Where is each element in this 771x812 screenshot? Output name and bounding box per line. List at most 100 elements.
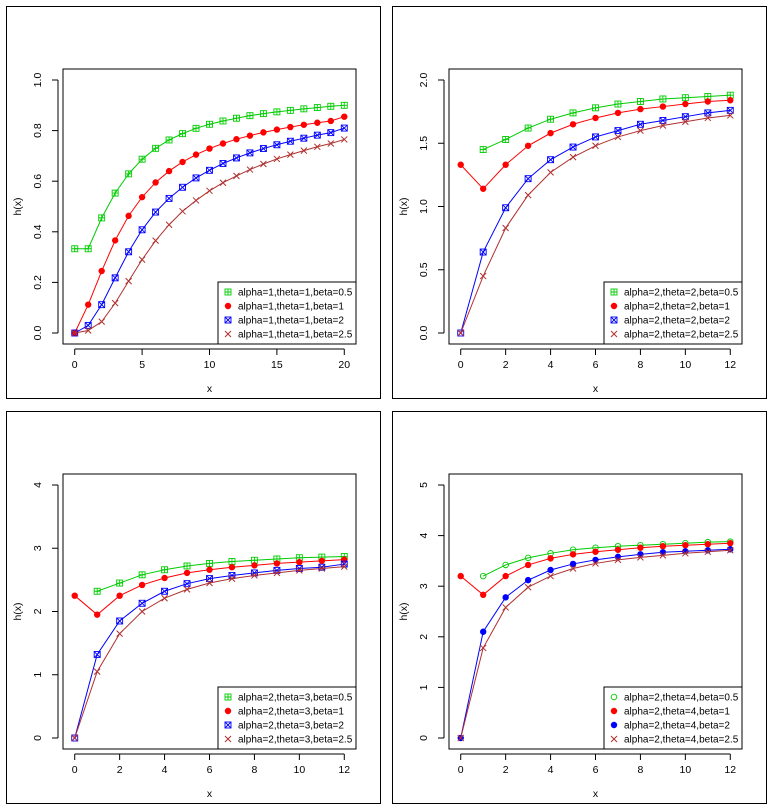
data-point [569,153,577,161]
legend-label: alpha=1,theta=1,beta=2.5 [238,330,353,341]
data-point [592,560,599,567]
y-axis: 0 1 2 3 4 5 [418,482,445,741]
x-tick-label: 15 [271,359,283,371]
data-point [228,558,236,565]
x-axis: 0 2 4 6 8 10 12 [458,348,736,371]
series-3 [71,124,348,337]
data-point [457,161,464,168]
y-axis-label: h(x) [12,602,24,620]
y-tick-label: 4 [418,533,430,539]
y-tick-label: 0 [418,735,430,741]
data-point [179,183,186,191]
data-point [111,237,119,244]
data-point [273,141,281,149]
legend-label: alpha=2,theta=3,beta=1 [238,707,344,718]
x-tick-label: 8 [638,359,644,371]
data-point [165,167,173,175]
data-point [313,143,321,151]
data-point [165,194,173,202]
chart-panel-1: 0 5 10 15 20 x 0.0 0.2 0.4 0.6 0.8 1.0 h(x) alpha=1,t… [6,6,381,399]
data-point [138,155,146,163]
data-point [502,204,510,212]
data-point [457,734,465,742]
data-point [183,569,191,577]
data-point [138,256,146,263]
data-point [161,574,168,582]
series-line [482,94,731,151]
data-point [219,117,227,125]
data-point [318,565,326,572]
legend-marker [610,288,618,296]
data-point [246,166,254,173]
data-point [161,566,169,574]
data-point [479,146,487,154]
x-tick-label: 2 [117,764,123,776]
data-point [681,94,689,102]
legend-marker [224,288,232,296]
x-tick-label: 0 [458,764,464,776]
y-axis: 0.0 0.5 1.0 1.5 2.0 [418,73,445,341]
legend-marker [224,707,232,715]
data-point [457,572,464,580]
data-point [340,563,348,570]
data-point [71,734,79,742]
data-point [636,120,644,128]
data-point [727,546,734,553]
data-point [547,566,554,574]
data-point [569,551,577,558]
plot-frame [448,68,743,345]
data-point [479,248,487,256]
data-point [457,329,465,337]
data-point [313,131,321,139]
data-point [125,170,133,178]
data-point [659,122,667,129]
x-tick-label: 12 [724,764,736,776]
data-point [179,130,186,138]
data-point [111,189,119,197]
data-point [125,248,133,256]
data-point [206,579,213,587]
data-point [116,579,124,587]
chart-4: 0 2 4 6 8 10 12x012345h(x)alpha=2,theta=4,beta… [398,473,743,800]
y-tick-label: 0.0 [32,326,44,341]
y-axis-label: h(x) [398,197,410,215]
legend-marker [610,693,618,701]
legend-box [603,281,743,345]
data-point [233,154,240,162]
series-1 [479,91,734,154]
legend-label: alpha=2,theta=3,beta=2.5 [238,735,353,746]
data-point [524,576,532,584]
y-tick-label: 0.0 [418,326,430,341]
y-axis: 0.0 0.2 0.4 0.6 0.8 1.0 [32,73,59,341]
y-tick-label: 0.2 [32,275,44,290]
data-point [219,140,227,147]
data-point [681,113,689,121]
data-point [727,539,734,547]
series-4 [457,546,734,742]
y-tick-label: 0.4 [32,224,44,239]
x-axis-label: x [207,383,213,395]
data-point [547,168,554,176]
data-point [287,151,294,158]
data-point [192,151,200,158]
legend-label: alpha=1,theta=1,beta=0.5 [238,288,353,299]
data-point [569,121,577,128]
data-point [183,580,191,588]
series-3 [457,106,734,337]
data-point [592,114,599,122]
data-point [260,129,267,136]
legend-label: alpha=2,theta=2,beta=2 [624,316,730,327]
data-point [71,245,79,253]
y-tick-label: 1 [418,684,430,690]
data-point [637,554,644,561]
data-point [287,123,294,131]
data-point [251,572,258,579]
x-axis-label: x [593,383,599,395]
data-point [592,142,599,150]
x-tick-label: 10 [294,764,306,776]
legend-label: alpha=2,theta=4,beta=2 [624,721,730,732]
series-2 [457,97,734,192]
data-point [682,548,689,555]
y-tick-label: 0 [32,735,44,741]
data-point [659,543,667,550]
